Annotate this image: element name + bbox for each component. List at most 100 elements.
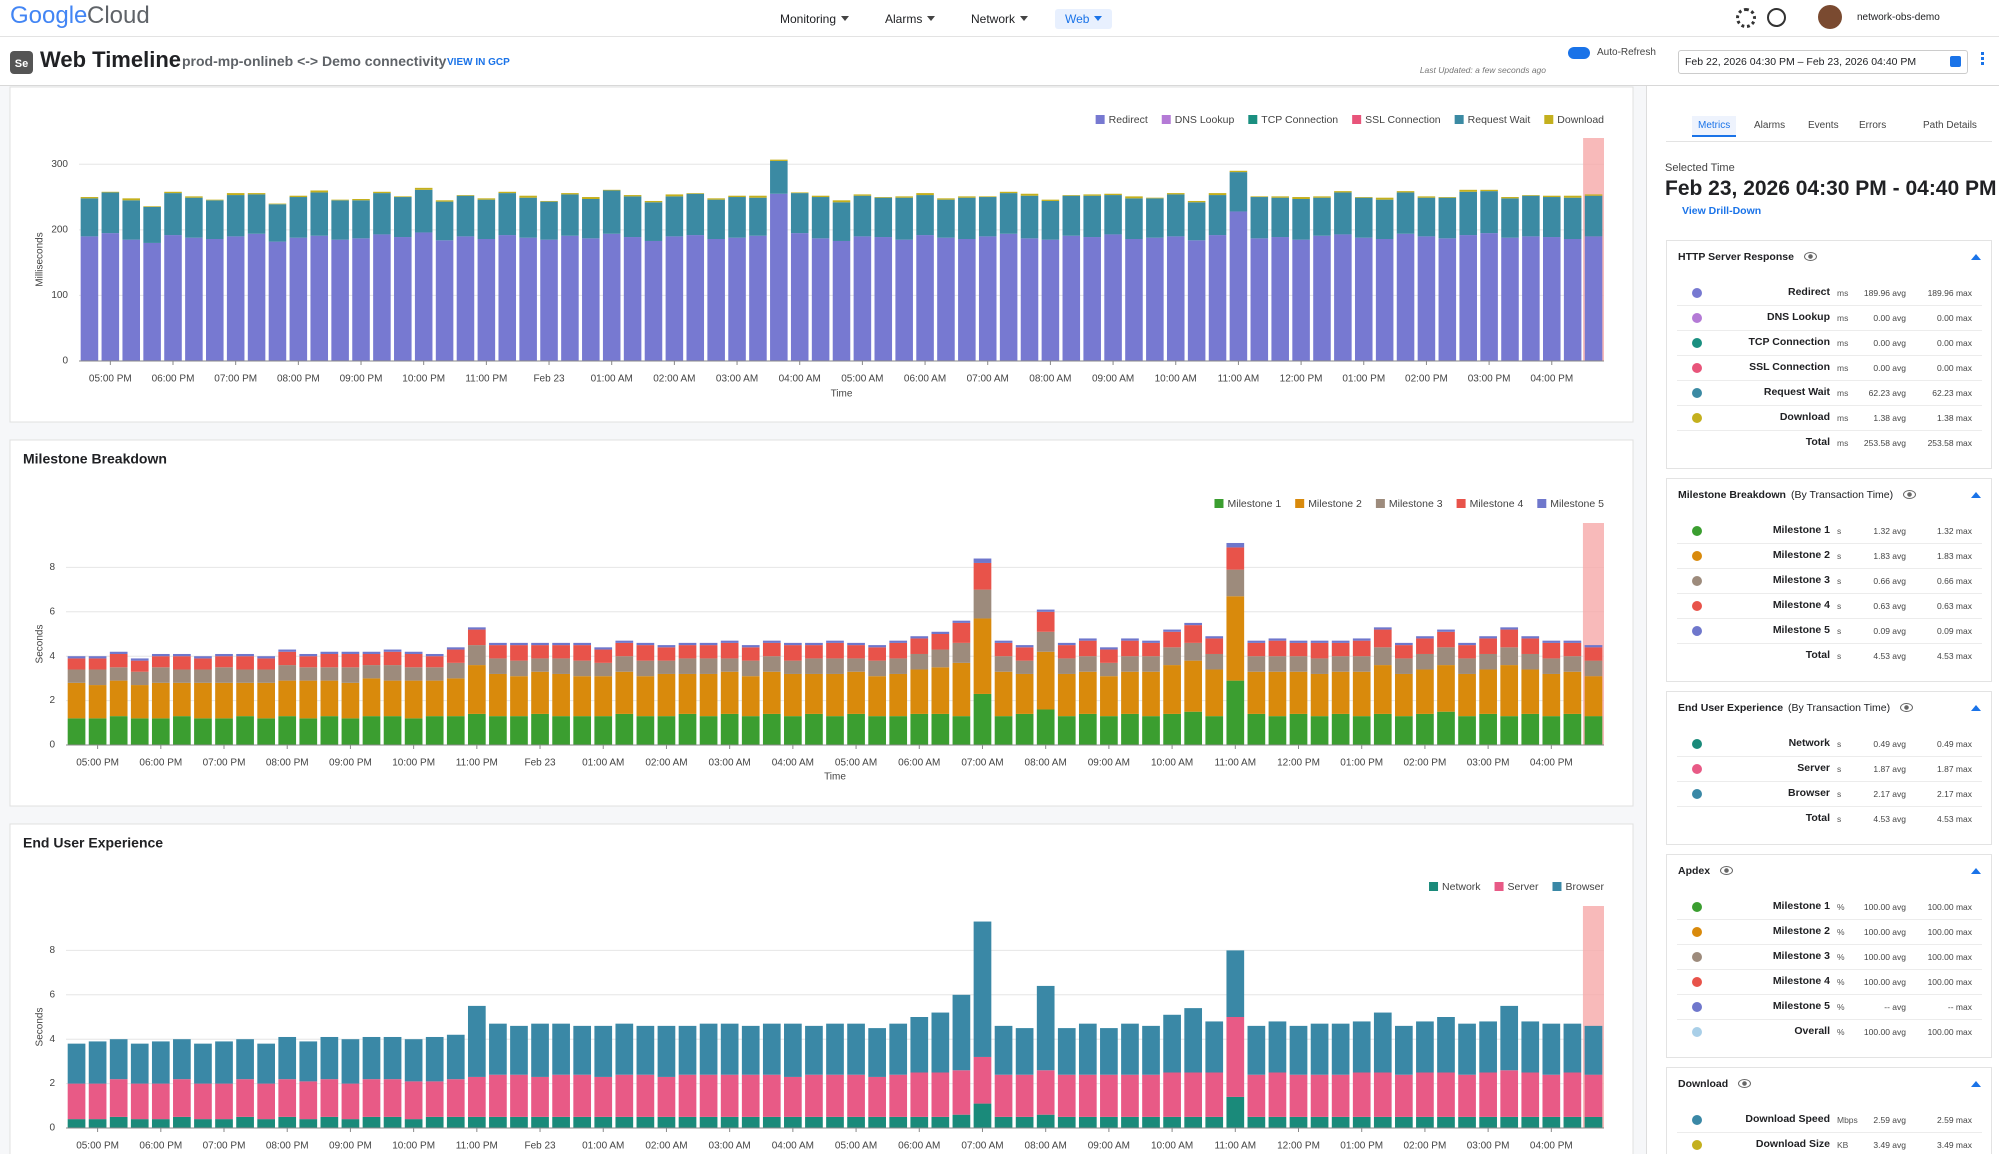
bar-segment bbox=[446, 1116, 465, 1128]
row-avg: 1.38 avg bbox=[1873, 413, 1906, 423]
tab[interactable]: Metrics bbox=[1692, 116, 1737, 137]
bar-segment bbox=[467, 665, 486, 714]
bar-segment bbox=[278, 1036, 297, 1080]
legend-swatch bbox=[1537, 499, 1547, 508]
bar-segment bbox=[1268, 656, 1287, 672]
row-name: Milestone 4 bbox=[1772, 975, 1830, 987]
user-name[interactable]: network-obs-demo bbox=[1857, 12, 1940, 23]
bar-segment bbox=[236, 1079, 254, 1117]
bar-segment bbox=[1396, 192, 1415, 234]
row-max: 1.83 max bbox=[1937, 551, 1972, 561]
logo-brand[interactable]: Google bbox=[10, 2, 88, 29]
view-in-gcp-link[interactable]: VIEW IN GCP bbox=[447, 57, 510, 68]
visibility-icon[interactable] bbox=[1738, 1079, 1751, 1088]
visibility-icon[interactable] bbox=[1720, 866, 1733, 875]
x-tick-label: 11:00 AM bbox=[1215, 1141, 1257, 1152]
bar-segment bbox=[644, 200, 663, 203]
settings-icon[interactable] bbox=[1736, 8, 1756, 28]
bar-segment bbox=[446, 649, 465, 663]
bar-segment bbox=[1437, 647, 1455, 666]
collapse-toggle[interactable] bbox=[1971, 254, 1981, 260]
nav-item[interactable]: Monitoring bbox=[770, 9, 859, 29]
bar-segment bbox=[1271, 196, 1289, 198]
bar-segment bbox=[1458, 645, 1476, 659]
bar-segment bbox=[1292, 239, 1310, 361]
bar-segment bbox=[973, 1103, 992, 1128]
nav-item[interactable]: Web bbox=[1055, 9, 1113, 29]
bar-segment bbox=[1268, 671, 1287, 717]
bar-segment bbox=[80, 198, 99, 237]
nav-item[interactable]: Alarms bbox=[875, 9, 945, 29]
nav-item[interactable]: Network bbox=[961, 9, 1038, 29]
bar-segment bbox=[215, 667, 233, 683]
series-dot bbox=[1692, 902, 1702, 912]
series-dot bbox=[1692, 764, 1702, 774]
bar-segment bbox=[109, 667, 128, 681]
legend-label: DNS Lookup bbox=[1175, 114, 1235, 126]
bar-segment bbox=[289, 195, 308, 198]
bar-segment bbox=[206, 200, 224, 240]
bar-segment bbox=[67, 1119, 86, 1128]
bar-segment bbox=[130, 658, 149, 661]
collapse-toggle[interactable] bbox=[1971, 868, 1981, 874]
tab[interactable]: Path Details bbox=[1923, 120, 1977, 131]
date-range-picker[interactable]: Feb 22, 2026 04:30 PM – Feb 23, 2026 04:… bbox=[1678, 50, 1968, 74]
auto-refresh-toggle[interactable] bbox=[1568, 47, 1590, 59]
tab[interactable]: Alarms bbox=[1754, 120, 1786, 131]
bar-segment bbox=[510, 642, 528, 646]
bar-segment bbox=[741, 676, 760, 717]
row-divider bbox=[1677, 781, 1982, 782]
bar-segment bbox=[1458, 1116, 1476, 1128]
series-dot bbox=[1692, 601, 1702, 611]
bar-segment bbox=[678, 673, 697, 714]
bar-segment bbox=[1479, 1116, 1497, 1128]
bar-segment bbox=[561, 235, 579, 361]
bar-segment bbox=[916, 193, 934, 196]
more-menu[interactable] bbox=[1981, 52, 1984, 55]
drill-down-link[interactable]: View Drill-Down bbox=[1682, 205, 1762, 217]
bar-segment bbox=[573, 676, 592, 717]
bar-segment bbox=[784, 1116, 802, 1128]
bar-segment bbox=[573, 1116, 592, 1128]
bar-segment bbox=[257, 682, 275, 719]
bar-segment bbox=[910, 669, 929, 714]
row-unit: ms bbox=[1837, 388, 1849, 398]
bar-segment bbox=[1015, 647, 1034, 661]
collapse-toggle[interactable] bbox=[1971, 705, 1981, 711]
visibility-icon[interactable] bbox=[1900, 703, 1913, 712]
bar-segment bbox=[615, 671, 634, 714]
row-avg: 100.00 avg bbox=[1863, 902, 1906, 912]
legend-label: Network bbox=[1442, 881, 1481, 893]
tab[interactable]: Errors bbox=[1859, 120, 1887, 131]
help-icon[interactable] bbox=[1767, 8, 1786, 27]
bar-segment bbox=[143, 206, 161, 207]
bar-segment bbox=[847, 1023, 865, 1075]
tab[interactable]: Events bbox=[1808, 120, 1839, 131]
bar-segment bbox=[573, 645, 592, 661]
avatar[interactable] bbox=[1818, 5, 1842, 29]
bar-segment bbox=[678, 1074, 697, 1117]
bar-segment bbox=[519, 237, 537, 361]
bar-segment bbox=[1563, 713, 1582, 745]
bar-segment bbox=[373, 191, 391, 194]
row-avg: 4.53 avg bbox=[1873, 651, 1906, 661]
bar-segment bbox=[889, 673, 908, 717]
visibility-icon[interactable] bbox=[1804, 252, 1817, 261]
bar-segment bbox=[770, 160, 788, 194]
bar-segment bbox=[456, 195, 475, 196]
bar-segment bbox=[1522, 195, 1540, 237]
bar-segment bbox=[1208, 235, 1227, 361]
bar-segment bbox=[1458, 658, 1476, 674]
bar-segment bbox=[320, 651, 339, 654]
collapse-toggle[interactable] bbox=[1971, 1081, 1981, 1087]
row-unit: % bbox=[1837, 952, 1845, 962]
row-divider bbox=[1677, 944, 1982, 945]
bar-segment bbox=[1542, 1074, 1561, 1117]
bar-segment bbox=[257, 1083, 275, 1120]
bar-segment bbox=[1373, 665, 1392, 714]
collapse-toggle[interactable] bbox=[1971, 492, 1981, 498]
visibility-icon[interactable] bbox=[1903, 490, 1916, 499]
x-tick-label: 11:00 PM bbox=[456, 1141, 498, 1152]
bar-segment bbox=[636, 642, 655, 646]
